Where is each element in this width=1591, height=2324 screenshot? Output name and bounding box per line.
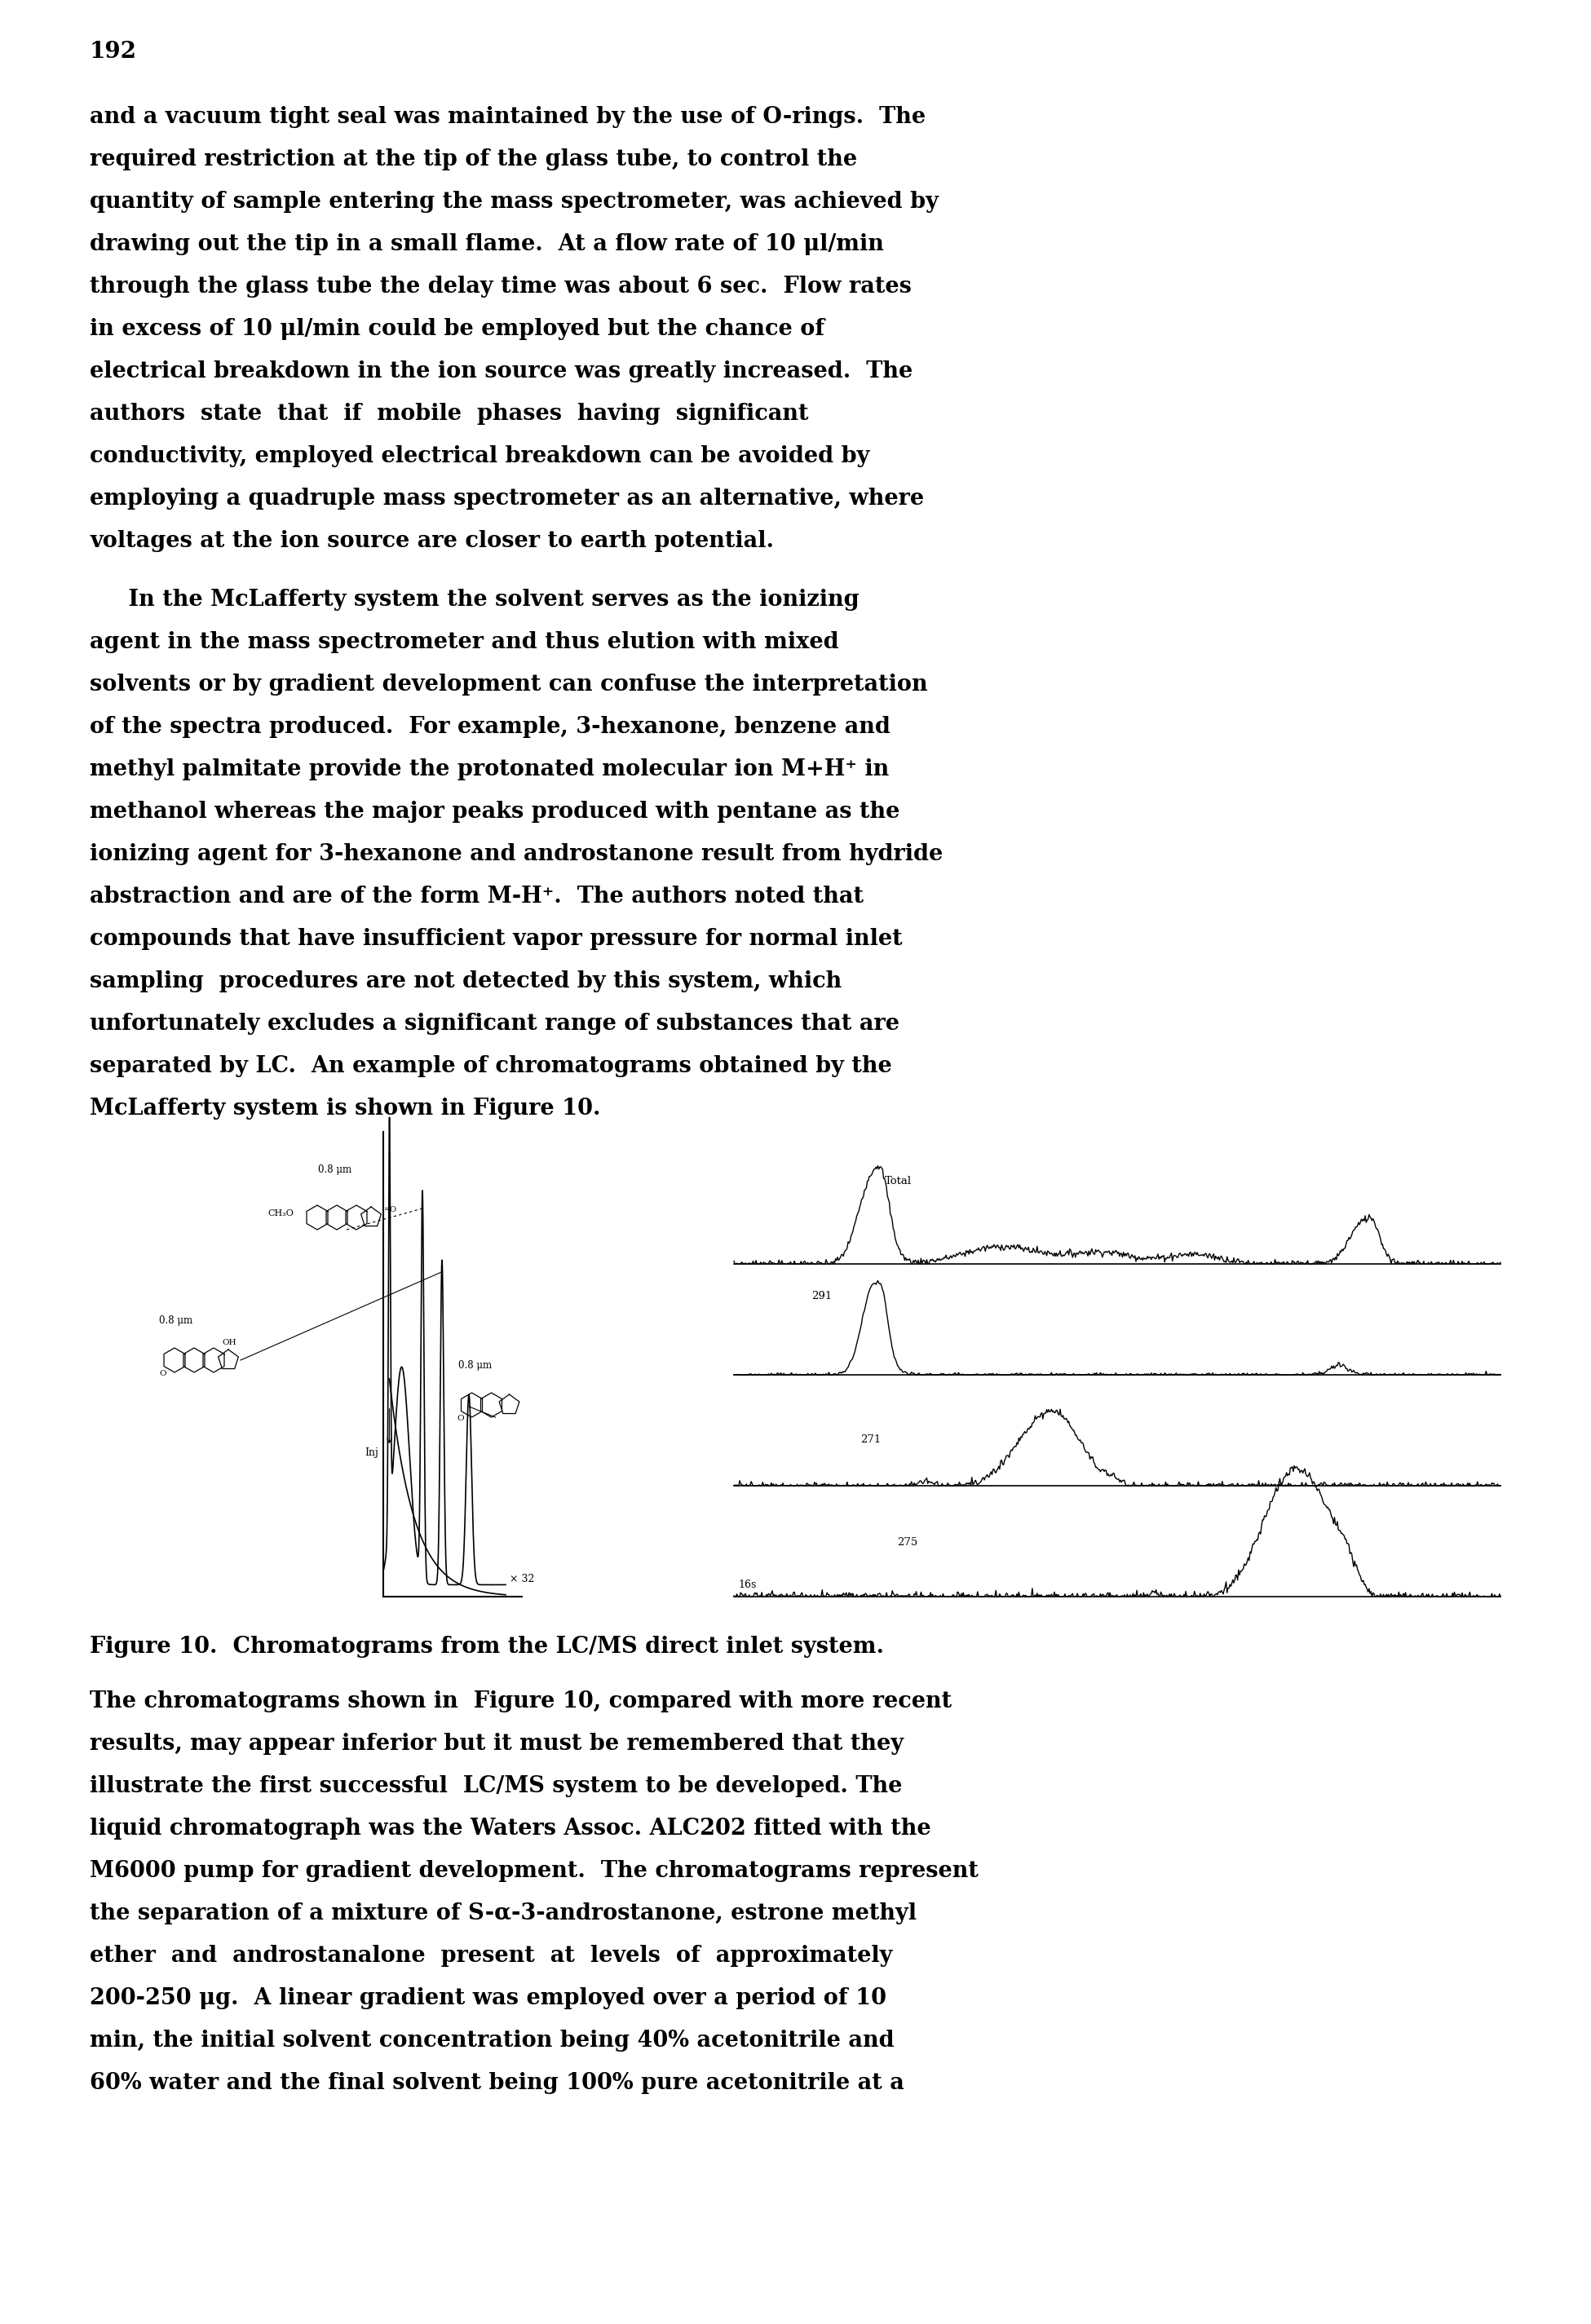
Text: ether  and  androstanalone  present  at  levels  of  approximately: ether and androstanalone present at leve… (89, 1945, 893, 1966)
Text: × 32: × 32 (509, 1573, 535, 1585)
Text: 16s: 16s (738, 1580, 756, 1590)
Text: abstraction and are of the form M-H⁺.  The authors noted that: abstraction and are of the form M-H⁺. Th… (89, 885, 864, 909)
Text: voltages at the ion source are closer to earth potential.: voltages at the ion source are closer to… (89, 530, 773, 553)
Text: results, may appear inferior but it must be remembered that they: results, may appear inferior but it must… (89, 1734, 904, 1755)
Text: solvents or by gradient development can confuse the interpretation: solvents or by gradient development can … (89, 674, 928, 695)
Text: unfortunately excludes a significant range of substances that are: unfortunately excludes a significant ran… (89, 1013, 899, 1034)
Text: required restriction at the tip of the glass tube, to control the: required restriction at the tip of the g… (89, 149, 858, 170)
Text: liquid chromatograph was the Waters Assoc. ALC202 fitted with the: liquid chromatograph was the Waters Asso… (89, 1817, 931, 1841)
Text: authors  state  that  if  mobile  phases  having  significant: authors state that if mobile phases havi… (89, 402, 808, 425)
Text: O: O (457, 1415, 465, 1422)
Text: conductivity, employed electrical breakdown can be avoided by: conductivity, employed electrical breakd… (89, 446, 870, 467)
Text: methyl palmitate provide the protonated molecular ion M+H⁺ in: methyl palmitate provide the protonated … (89, 758, 889, 781)
Text: Total: Total (885, 1176, 912, 1188)
Text: compounds that have insufficient vapor pressure for normal inlet: compounds that have insufficient vapor p… (89, 927, 902, 951)
Text: 0.8 μm: 0.8 μm (159, 1315, 193, 1327)
Text: quantity of sample entering the mass spectrometer, was achieved by: quantity of sample entering the mass spe… (89, 191, 939, 214)
Text: McLafferty system is shown in Figure 10.: McLafferty system is shown in Figure 10. (89, 1097, 600, 1120)
Text: ionizing agent for 3-hexanone and androstanone result from hydride: ionizing agent for 3-hexanone and andros… (89, 844, 943, 865)
Text: in excess of 10 μl/min could be employed but the chance of: in excess of 10 μl/min could be employed… (89, 318, 824, 339)
Text: The chromatograms shown in  Figure 10, compared with more recent: The chromatograms shown in Figure 10, co… (89, 1690, 951, 1713)
Text: separated by LC.  An example of chromatograms obtained by the: separated by LC. An example of chromatog… (89, 1055, 893, 1078)
Text: 275: 275 (897, 1536, 918, 1548)
Text: sampling  procedures are not detected by this system, which: sampling procedures are not detected by … (89, 971, 842, 992)
Text: 0.8 μm: 0.8 μm (318, 1164, 352, 1176)
Text: electrical breakdown in the ion source was greatly increased.  The: electrical breakdown in the ion source w… (89, 360, 913, 383)
Text: drawing out the tip in a small flame.  At a flow rate of 10 μl/min: drawing out the tip in a small flame. At… (89, 232, 885, 256)
Text: methanol whereas the major peaks produced with pentane as the: methanol whereas the major peaks produce… (89, 802, 901, 823)
Text: 200-250 μg.  A linear gradient was employed over a period of 10: 200-250 μg. A linear gradient was employ… (89, 1987, 886, 2010)
Text: min, the initial solvent concentration being 40% acetonitrile and: min, the initial solvent concentration b… (89, 2029, 894, 2052)
Text: of the spectra produced.  For example, 3-hexanone, benzene and: of the spectra produced. For example, 3-… (89, 716, 891, 739)
Text: Figure 10.  Chromatograms from the LC/MS direct inlet system.: Figure 10. Chromatograms from the LC/MS … (89, 1636, 885, 1657)
Text: =O: =O (383, 1206, 398, 1213)
Text: M6000 pump for gradient development.  The chromatograms represent: M6000 pump for gradient development. The… (89, 1859, 978, 1882)
Text: the separation of a mixture of S-α-3-androstanone, estrone methyl: the separation of a mixture of S-α-3-and… (89, 1903, 916, 1924)
Text: OH: OH (221, 1339, 235, 1346)
Text: CH₃O: CH₃O (267, 1208, 294, 1218)
Text: 291: 291 (811, 1290, 832, 1301)
Text: illustrate the first successful  LC/MS system to be developed. The: illustrate the first successful LC/MS sy… (89, 1776, 902, 1796)
Text: 192: 192 (89, 42, 137, 63)
Text: In the McLafferty system the solvent serves as the ionizing: In the McLafferty system the solvent ser… (89, 588, 859, 611)
Text: 60% water and the final solvent being 100% pure acetonitrile at a: 60% water and the final solvent being 10… (89, 2073, 904, 2094)
Text: 271: 271 (861, 1434, 881, 1446)
Text: 0.8 μm: 0.8 μm (458, 1360, 492, 1371)
Text: through the glass tube the delay time was about 6 sec.  Flow rates: through the glass tube the delay time wa… (89, 277, 912, 297)
Text: agent in the mass spectrometer and thus elution with mixed: agent in the mass spectrometer and thus … (89, 632, 838, 653)
Text: Inj: Inj (364, 1448, 379, 1457)
Text: employing a quadruple mass spectrometer as an alternative, where: employing a quadruple mass spectrometer … (89, 488, 924, 509)
Text: O: O (159, 1369, 165, 1378)
Text: and a vacuum tight seal was maintained by the use of O-rings.  The: and a vacuum tight seal was maintained b… (89, 107, 926, 128)
